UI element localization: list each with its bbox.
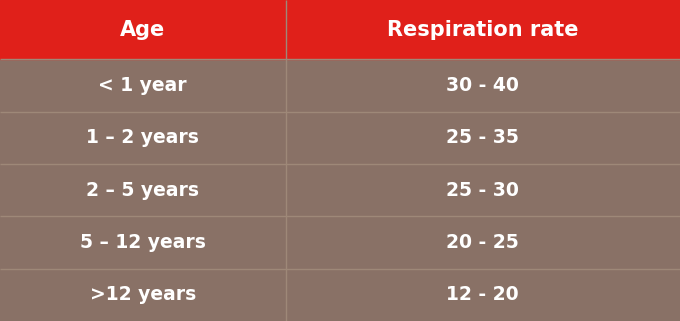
Text: 20 - 25: 20 - 25: [447, 233, 519, 252]
Bar: [0, 0, 680, 59]
Text: Age: Age: [120, 20, 165, 40]
Bar: [0, 269, 680, 321]
Bar: [0, 112, 680, 164]
Bar: [0, 164, 680, 216]
Text: 5 – 12 years: 5 – 12 years: [80, 233, 206, 252]
Bar: [0, 59, 680, 112]
Text: 12 - 20: 12 - 20: [447, 285, 519, 304]
Text: 1 – 2 years: 1 – 2 years: [86, 128, 199, 147]
Text: 30 - 40: 30 - 40: [446, 76, 520, 95]
Text: Respiration rate: Respiration rate: [387, 20, 579, 40]
Text: < 1 year: < 1 year: [99, 76, 187, 95]
Text: 2 – 5 years: 2 – 5 years: [86, 181, 199, 200]
Text: 25 - 35: 25 - 35: [446, 128, 520, 147]
Text: 25 - 30: 25 - 30: [446, 181, 520, 200]
Bar: [0, 216, 680, 269]
Text: >12 years: >12 years: [90, 285, 196, 304]
